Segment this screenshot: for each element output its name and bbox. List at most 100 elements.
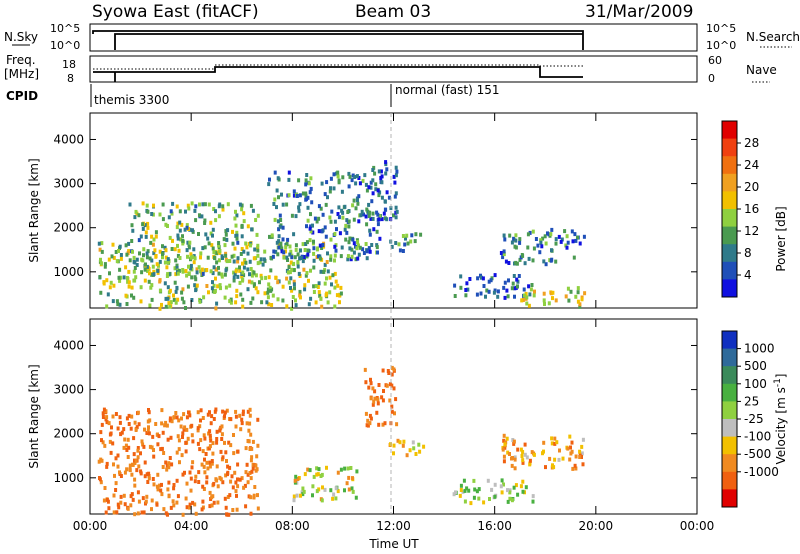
echo-cell [289,286,292,290]
echo-cell [260,276,264,281]
power-x-axis [89,113,698,308]
echo-cell [519,447,523,452]
echo-cell [119,253,123,257]
echo-cell [154,422,158,426]
echo-cell [238,202,242,207]
echo-cell [401,249,405,253]
echo-cell [336,470,340,475]
echo-cell [379,176,383,180]
echo-cell [225,408,229,413]
echo-cell [132,278,136,283]
echo-cell [254,463,258,468]
echo-cell [288,252,292,257]
echo-cell [526,245,530,250]
echo-cell [317,467,321,472]
echo-cell [125,448,129,452]
echo-cell [197,265,201,270]
echo-cell [134,458,138,463]
echo-cell [142,444,146,449]
freq-panel [89,55,698,83]
y-tick-label: 3000 [53,177,84,191]
echo-cell [267,282,271,287]
echo-cell [289,249,293,254]
freq-tick-bottom: 8 [67,72,74,85]
echo-cell [525,455,529,460]
echo-cell [111,441,115,446]
echo-cell [156,268,160,273]
echo-cell [256,443,260,448]
echo-cell [251,466,255,471]
echo-cell [164,420,168,425]
echo-cell [148,303,152,308]
colorbar-tick-label: 100 [744,377,767,391]
echo-cell [492,290,496,295]
echo-cell [143,267,147,272]
echo-cell [506,450,510,455]
echo-cell [375,210,379,215]
echo-cell [264,275,268,280]
echo-cell [201,202,205,207]
echo-cell [246,287,250,292]
echo-cell [147,425,150,430]
echo-cell [135,425,139,430]
echo-cell [565,245,569,250]
echo-cell [315,489,319,494]
echo-cell [531,499,535,504]
echo-cell [228,299,232,304]
echo-cell [302,255,306,259]
echo-cell [235,493,238,498]
echo-cell [256,248,260,253]
echo-cell [104,417,108,422]
echo-cell [304,178,308,183]
echo-cell [146,269,150,273]
echo-cell [410,233,414,238]
echo-cell [119,494,123,499]
echo-cell [301,492,305,497]
echo-cell [496,294,500,299]
echo-cell [199,438,203,443]
echo-cell [405,453,409,458]
echo-cell [539,238,543,243]
echo-cell [564,243,568,248]
echo-cell [332,186,336,191]
echo-cell [568,457,572,462]
echo-cell [158,259,162,264]
echo-cell [125,302,129,306]
echo-cell [248,447,252,451]
echo-cell [531,229,535,234]
echo-cell [244,504,248,509]
echo-cell [519,484,523,489]
echo-cell [459,483,463,488]
echo-cell [359,213,363,218]
echo-cell [138,251,141,256]
echo-cell [188,240,192,245]
echo-cell [107,257,111,262]
colorbar-segment [722,471,737,490]
echo-cell [354,257,358,262]
echo-cell [329,237,333,242]
echo-cell [118,470,121,475]
echo-cell [563,229,567,234]
echo-cell [351,476,354,481]
echo-cell [292,189,296,194]
echo-cell [558,448,561,453]
echo-cell [461,489,465,494]
echo-cell [419,232,423,237]
echo-cell [102,498,106,503]
echo-cell [330,209,334,214]
echo-cell [256,261,260,266]
echo-cell [269,288,273,293]
echo-cell [162,451,166,455]
echo-cell [154,254,158,258]
echo-cell [317,216,321,221]
echo-cell [521,450,525,454]
echo-cell [333,258,336,263]
echo-cell [394,241,398,245]
echo-cell [281,225,285,230]
echo-cell [315,472,319,477]
echo-cell [130,239,134,243]
echo-cell [533,289,536,294]
echo-cell [507,278,510,283]
echo-cell [366,423,370,428]
